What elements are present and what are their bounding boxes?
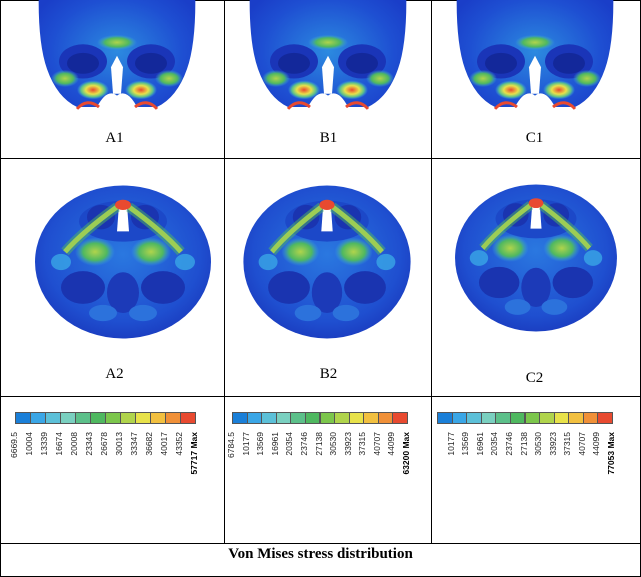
legend-tick-label: 13569 xyxy=(460,432,471,456)
legend-tick-label: 20354 xyxy=(284,432,295,456)
skull-base-b2 xyxy=(243,186,410,339)
legend-tick-label: 16961 xyxy=(269,432,280,456)
legend-tick-label: 36682 xyxy=(144,432,154,456)
legend-tick-label: 16961 xyxy=(474,432,485,456)
legend-swatch xyxy=(232,412,248,424)
legend-tick-label: 20008 xyxy=(69,432,79,456)
legend-swatch xyxy=(290,412,306,424)
legend-tick-label: 6669.5 xyxy=(9,432,19,458)
legend-swatch xyxy=(524,412,541,424)
legend-tick-label: 30530 xyxy=(328,432,339,456)
panel-label-b1: B1 xyxy=(319,130,338,146)
legend-max-label: 57717 Max xyxy=(189,432,199,475)
legend-tick-label: 23343 xyxy=(84,432,94,456)
legend-swatch xyxy=(135,412,151,424)
legend-tick-label: 44099 xyxy=(591,432,602,456)
legend-tick-label: 40707 xyxy=(576,432,587,456)
legend-tick-label: 27138 xyxy=(518,432,529,456)
legend-swatch xyxy=(246,412,263,424)
legend-swatch xyxy=(180,412,196,424)
legend-tick-label: 26678 xyxy=(99,432,109,456)
legend-tick-label: 23746 xyxy=(298,432,309,456)
legend-swatch xyxy=(363,412,379,424)
legend-tick-label: 44099 xyxy=(386,432,397,456)
legend-swatch xyxy=(568,412,584,424)
legend-swatch xyxy=(90,412,106,424)
legend-max-label: 63200 Max xyxy=(401,432,411,475)
stress-legend-c: 10177 13569 16961 20354 23746 27138 30530 33923… xyxy=(437,412,632,532)
legend-swatch xyxy=(105,412,121,424)
legend-tick-label: 33347 xyxy=(129,432,139,456)
legend-tick-label: 40017 xyxy=(159,432,169,456)
legend-tick-label: 33923 xyxy=(342,432,353,456)
legend-swatch xyxy=(261,412,277,424)
legend-swatch xyxy=(495,412,511,424)
legend-swatch xyxy=(377,412,394,424)
legend-swatch xyxy=(392,412,408,424)
legend-swatch xyxy=(45,412,61,424)
legend-swatch xyxy=(60,412,76,424)
skull-frontal-a1 xyxy=(37,0,197,111)
legend-swatch xyxy=(480,412,497,424)
legend-swatch xyxy=(30,412,46,424)
legend-swatch xyxy=(120,412,136,424)
legend-swatch xyxy=(539,412,555,424)
legend-swatch xyxy=(165,412,181,424)
legend-tick-label: 13569 xyxy=(255,432,266,456)
legend-swatch xyxy=(466,412,482,424)
legend-tick-label: 37315 xyxy=(357,432,368,456)
legend-tick-label: 6784.5 xyxy=(226,432,236,458)
legend-swatch xyxy=(348,412,365,424)
legend-swatch xyxy=(437,412,453,424)
legend-tick-label: 30013 xyxy=(114,432,124,456)
panel-label-c1: C1 xyxy=(525,130,544,146)
legend-swatch xyxy=(582,412,599,424)
legend-tick-label: 16674 xyxy=(54,432,64,456)
legend-swatch xyxy=(451,412,468,424)
legend-tick-label: 27138 xyxy=(313,432,324,456)
panel-label-c2: C2 xyxy=(525,370,544,386)
panel-label-a2: A2 xyxy=(105,366,124,382)
skull-frontal-c1 xyxy=(455,0,615,111)
legend-tick-label: 37315 xyxy=(562,432,573,456)
skull-frontal-b1 xyxy=(248,0,408,111)
skull-base-c2 xyxy=(455,185,617,332)
panel-label-a1: A1 xyxy=(105,130,124,146)
legend-swatch xyxy=(334,412,350,424)
legend-tick-label: 23746 xyxy=(503,432,514,456)
legend-max-label: 77053 Max xyxy=(606,432,616,475)
legend-swatch xyxy=(319,412,336,424)
legend-swatch xyxy=(150,412,166,424)
legend-tick-label: 20354 xyxy=(489,432,500,456)
legend-swatch xyxy=(75,412,91,424)
legend-swatch xyxy=(275,412,292,424)
legend-tick-label: 10177 xyxy=(240,432,251,456)
legend-swatch xyxy=(597,412,613,424)
legend-swatch xyxy=(553,412,570,424)
skull-base-a2 xyxy=(35,186,211,339)
stress-legend-a: 6669.5 10004 13339 16674 20008 23343 26678 3001… xyxy=(9,412,215,532)
figure-caption: Von Mises stress distribution xyxy=(228,546,413,562)
stress-legend-b: 6784.5 10177 13569 16961 20354 23746 27138 3053… xyxy=(226,412,427,532)
legend-tick-label: 30530 xyxy=(533,432,544,456)
legend-tick-label: 10177 xyxy=(445,432,456,456)
legend-swatch xyxy=(15,412,31,424)
legend-swatch xyxy=(509,412,526,424)
legend-tick-label: 33923 xyxy=(547,432,558,456)
legend-tick-label: 13339 xyxy=(39,432,49,456)
legend-tick-label: 43352 xyxy=(174,432,184,456)
panel-label-b2: B2 xyxy=(319,366,338,382)
legend-swatch xyxy=(304,412,321,424)
legend-tick-label: 10004 xyxy=(24,432,34,456)
legend-tick-label: 40707 xyxy=(371,432,382,456)
